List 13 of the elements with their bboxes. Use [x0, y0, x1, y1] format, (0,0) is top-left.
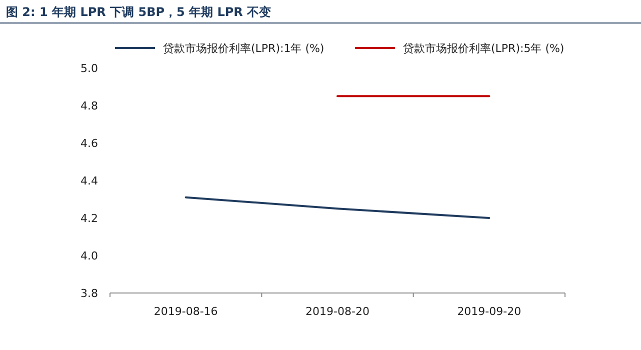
y-tick-label: 3.8 [80, 287, 98, 300]
y-tick-label: 4.0 [80, 250, 98, 262]
x-tick-label: 2019-09-20 [457, 305, 522, 318]
x-tick-label: 2019-08-20 [306, 305, 370, 318]
y-tick-label: 5.0 [80, 62, 98, 75]
legend-label: 贷款市场报价利率(LPR):5年 (%) [403, 42, 564, 55]
legend-label: 贷款市场报价利率(LPR):1年 (%) [163, 42, 324, 55]
x-tick-label: 2019-08-16 [154, 305, 218, 318]
y-tick-label: 4.8 [80, 100, 98, 112]
y-tick-label: 4.6 [80, 137, 98, 150]
y-tick-label: 4.4 [80, 174, 98, 188]
chart-title: 图 2: 1 年期 LPR 下调 5BP，5 年期 LPR 不变 [6, 5, 272, 19]
y-tick-label: 4.2 [80, 212, 98, 225]
